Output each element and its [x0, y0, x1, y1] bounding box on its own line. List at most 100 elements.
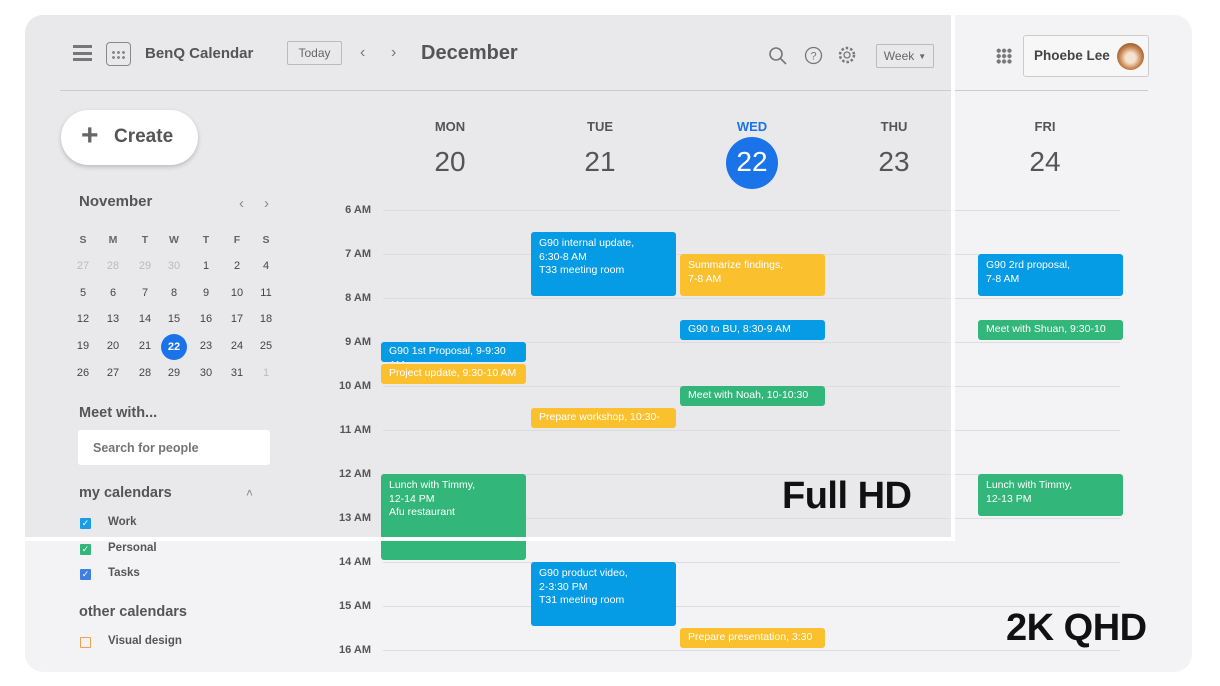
collapse-chevron-icon[interactable]: ˄ [246, 486, 254, 500]
day-number[interactable]: 24 [1029, 146, 1061, 177]
day-number[interactable]: 23 [878, 146, 910, 177]
help-icon[interactable]: ? [804, 46, 823, 65]
mini-day[interactable]: 13 [106, 313, 120, 326]
plus-icon: + [81, 119, 99, 152]
time-label: 14 AM [339, 556, 371, 568]
day-number[interactable]: 20 [434, 146, 466, 177]
mini-day[interactable]: 27 [76, 260, 90, 272]
mini-day[interactable]: 24 [230, 340, 244, 353]
calendar-checkbox[interactable]: ✓ [80, 569, 91, 580]
hour-line [383, 518, 1120, 519]
settings-gear-icon[interactable] [837, 45, 857, 65]
mini-day[interactable]: 22 [161, 334, 187, 360]
calendar-event[interactable]: Meet with Noah, 10-10:30 [680, 386, 825, 406]
search-people-input[interactable] [78, 430, 270, 465]
calendar-event[interactable]: Lunch with Timmy, 12-13 PM [978, 474, 1123, 516]
mini-weekday: F [233, 234, 241, 246]
time-label: 13 AM [339, 512, 371, 524]
calendar-checkbox[interactable] [80, 637, 91, 648]
other-calendars-title: other calendars [79, 604, 187, 620]
svg-text:?: ? [810, 51, 816, 63]
apps-grid-icon[interactable] [996, 48, 1012, 64]
mini-weekday: M [108, 234, 118, 246]
mini-day[interactable]: 1 [262, 366, 270, 379]
mini-day[interactable]: 16 [199, 313, 213, 326]
mini-day[interactable]: 5 [79, 286, 87, 299]
mini-day[interactable]: 29 [138, 260, 152, 272]
calendar-event[interactable]: Prepare presentation, 3:30 [680, 628, 825, 648]
hour-line [383, 474, 1120, 475]
mini-day[interactable]: 30 [199, 366, 213, 379]
hour-line [383, 298, 1120, 299]
user-account-button[interactable]: Phoebe Lee [1023, 35, 1149, 77]
mini-day[interactable]: 28 [138, 366, 152, 379]
next-week-button[interactable]: › [391, 44, 397, 61]
calendar-event[interactable]: Lunch with Timmy, 12-14 PM Afu restauran… [381, 474, 526, 560]
mini-day[interactable]: 18 [259, 313, 273, 326]
mini-day[interactable]: 26 [76, 366, 90, 379]
menu-icon[interactable] [73, 45, 92, 61]
my-calendars-title: my calendars [79, 485, 172, 501]
time-label: 11 AM [339, 424, 371, 436]
calendar-label[interactable]: Tasks [108, 567, 140, 579]
mini-day[interactable]: 25 [259, 340, 273, 353]
mini-day[interactable]: 27 [106, 366, 120, 379]
mini-day[interactable]: 20 [106, 340, 120, 353]
mini-day[interactable]: 31 [230, 366, 244, 379]
mini-prev-month-button[interactable]: ‹ [239, 195, 244, 212]
mini-next-month-button[interactable]: › [264, 195, 269, 212]
mini-weekday: T [202, 234, 210, 246]
mini-day[interactable]: 2 [233, 260, 241, 272]
search-icon[interactable] [768, 46, 788, 66]
day-number[interactable]: 22 [736, 146, 768, 177]
mini-day[interactable]: 10 [230, 286, 244, 299]
calendar-event[interactable]: G90 internal update, 6:30-8 AM T33 meeti… [531, 232, 676, 296]
mini-day[interactable]: 12 [76, 313, 90, 326]
today-button[interactable]: Today [287, 41, 342, 65]
calendar-event[interactable]: G90 1st Proposal, 9-9:30 AM [381, 342, 526, 362]
mini-day[interactable]: 6 [109, 286, 117, 299]
full-hd-label: Full HD [782, 475, 912, 517]
mini-weekday: W [169, 234, 179, 246]
calendar-label[interactable]: Visual design [108, 635, 182, 647]
mini-day[interactable]: 30 [167, 260, 181, 272]
mini-day[interactable]: 17 [230, 313, 244, 326]
time-label: 8 AM [345, 292, 371, 304]
calendar-label[interactable]: Work [108, 516, 137, 528]
prev-week-button[interactable]: ‹ [360, 44, 366, 61]
mini-day[interactable]: 8 [170, 286, 178, 299]
mini-day[interactable]: 11 [260, 286, 272, 299]
calendar-event[interactable]: G90 product video, 2-3:30 PM T31 meeting… [531, 562, 676, 626]
header-divider [60, 90, 1148, 91]
mini-day[interactable]: 28 [106, 260, 120, 272]
calendar-event[interactable]: G90 2rd proposal, 7-8 AM [978, 254, 1123, 296]
calendar-event[interactable]: Meet with Shuan, 9:30-10 [978, 320, 1123, 340]
mini-day[interactable]: 4 [262, 260, 270, 272]
calendar-checkbox[interactable]: ✓ [80, 518, 91, 529]
today-circle [726, 137, 778, 189]
calendar-label[interactable]: Personal [108, 541, 157, 554]
mini-day[interactable]: 21 [138, 340, 152, 353]
mini-day[interactable]: 23 [199, 340, 213, 353]
hour-line [383, 430, 1120, 431]
calendar-event[interactable]: Summarize findings, 7-8 AM [680, 254, 825, 296]
avatar [1117, 43, 1144, 70]
calendar-event[interactable]: G90 to BU, 8:30-9 AM [680, 320, 825, 340]
view-select[interactable]: Week ▼ [876, 44, 934, 68]
day-name: TUE [587, 119, 613, 134]
mini-day[interactable]: 1 [202, 260, 210, 272]
calendar-event[interactable]: Prepare workshop, 10:30- [531, 408, 676, 428]
calendar-checkbox[interactable]: ✓ [80, 543, 91, 555]
mini-day[interactable]: 14 [138, 313, 152, 326]
calendar-logo-icon [106, 42, 131, 66]
mini-day[interactable]: 9 [202, 286, 210, 299]
mini-day[interactable]: 19 [76, 340, 90, 353]
current-month: December [421, 42, 518, 64]
calendar-event[interactable]: Project update, 9:30-10 AM [381, 364, 526, 384]
day-number[interactable]: 21 [584, 146, 616, 177]
mini-day[interactable]: 15 [167, 313, 181, 326]
create-button[interactable]: + Create [61, 110, 198, 165]
full-hd-boundary-horizontal [25, 537, 955, 541]
mini-day[interactable]: 29 [167, 366, 181, 379]
mini-day[interactable]: 7 [141, 286, 149, 299]
